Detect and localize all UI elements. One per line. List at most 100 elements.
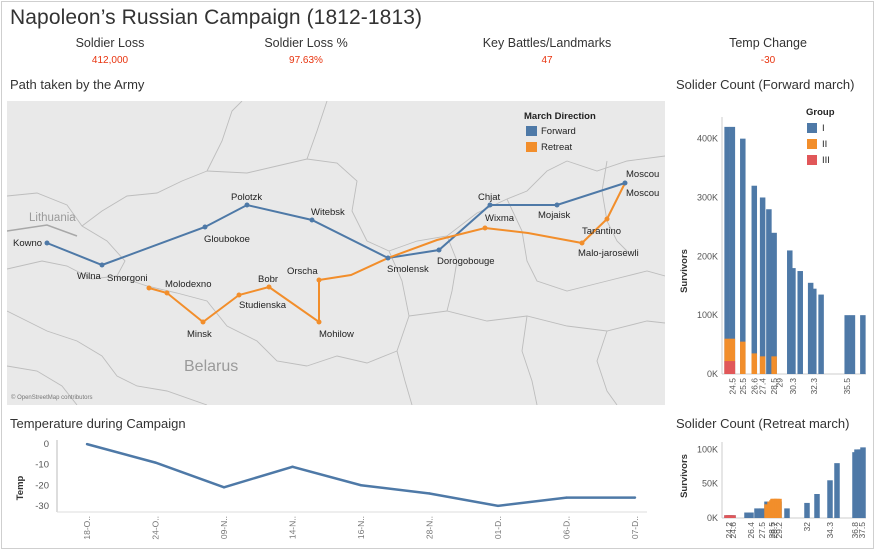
legend-label: I — [822, 123, 825, 134]
city-label: Malo-jarosewli — [578, 248, 639, 259]
city-label: Wixma — [485, 213, 515, 224]
kpi-value: 97.63% — [289, 55, 323, 66]
city-label: Dorogobouge — [437, 256, 495, 267]
retreat-axis-label: Survivors — [679, 454, 690, 498]
city-label: Wilna — [77, 271, 101, 282]
bar-group-iii — [729, 361, 736, 374]
bar-group-ii — [751, 353, 758, 374]
x-tick-label: 34.3 — [825, 522, 835, 539]
city-label: Orscha — [287, 266, 318, 277]
x-tick-label: 27.4 — [758, 378, 768, 395]
bar-group-ii — [729, 338, 736, 374]
city-label: Moscou — [626, 169, 659, 180]
y-tick-label: -10 — [35, 460, 49, 471]
bar-group-ii — [724, 338, 730, 374]
y-tick-label: 300K — [697, 192, 718, 202]
city-label: Tarantino — [582, 226, 621, 237]
kpi-temp-change[interactable]: Temp Change -30 — [688, 36, 848, 66]
group-legend[interactable]: Group I II III — [806, 107, 835, 166]
march-direction-legend[interactable]: March Direction Forward Retreat — [524, 111, 596, 153]
x-tick-label: 24.2 — [724, 522, 734, 539]
dashboard-title: Napoleon’s Russian Campaign (1812-1813) — [10, 6, 423, 29]
y-tick-label: 50K — [702, 479, 718, 489]
temp-axis-label: Temp — [15, 475, 26, 500]
bar-group-ii — [759, 356, 766, 374]
bar-group-ii — [740, 341, 746, 374]
x-tick-label: 24-O.. — [151, 516, 161, 540]
bar-group-ii — [764, 504, 770, 518]
temperature-chart[interactable]: Temp 0 -10 -20 -30 18-O.. 24-O.. 09-N.. 14-N.. 1… — [7, 436, 667, 544]
kpi-label: Soldier Loss — [75, 36, 145, 50]
map-attribution: © OpenStreetMap contributors — [11, 394, 92, 401]
x-tick-label: 29 — [774, 378, 784, 388]
bar-group-ii — [771, 356, 777, 374]
map-region-label: Belarus — [184, 358, 238, 375]
bar-group-ii — [771, 498, 777, 518]
x-tick-label: 18-O.. — [82, 516, 92, 540]
temperature-point — [633, 496, 637, 499]
city-label: Molodexno — [165, 279, 211, 290]
x-tick-label: 26.6 — [749, 378, 759, 395]
y-tick-label: -20 — [35, 480, 49, 491]
y-tick-label: 0K — [707, 513, 718, 523]
retreat-route-line[interactable] — [148, 182, 626, 324]
bar-group-i — [849, 315, 856, 374]
x-tick-label: 26.4 — [746, 522, 756, 539]
kpi-label: Soldier Loss % — [264, 36, 348, 50]
retreat-march-chart[interactable]: Survivors 0K 50K 100K 24.224.6 26.4 27.5 28.52… — [676, 436, 870, 546]
forward-axis-label: Survivors — [679, 249, 690, 293]
bar-group-i — [860, 315, 866, 374]
legend-swatch-group-i — [807, 123, 817, 133]
bar-group-i — [771, 232, 777, 374]
y-tick-label: 100K — [697, 310, 718, 320]
legend-title: March Direction — [524, 111, 596, 122]
city-label: Moscou — [626, 188, 659, 199]
bar-group-i — [811, 288, 817, 374]
temperature-point — [496, 504, 500, 508]
forward-chart-title: Solider Count (Forward march) — [676, 77, 855, 92]
x-tick-label: 30.3 — [788, 378, 798, 395]
x-tick-label: 32.3 — [809, 378, 819, 395]
temp-chart-title: Temperature during Campaign — [10, 416, 186, 431]
city-label: Gloubokoe — [204, 234, 250, 245]
x-tick-label: 29.2 — [774, 522, 784, 539]
legend-title: Group — [806, 107, 835, 118]
y-tick-label: 400K — [697, 134, 718, 144]
city-label: Minsk — [187, 329, 212, 340]
x-tick-label: 28.5 — [769, 378, 779, 395]
bar-group-i — [759, 508, 765, 518]
bar-group-i — [751, 185, 758, 374]
x-tick-label: 06-D.. — [562, 516, 572, 539]
x-tick-label: 07-D.. — [630, 516, 640, 539]
bar-group-ii — [776, 498, 782, 518]
kpi-key-battles[interactable]: Key Battles/Landmarks 47 — [467, 36, 627, 66]
city-label: Chjat — [478, 192, 501, 203]
bar-group-i — [860, 447, 866, 518]
forward-route-line[interactable] — [46, 182, 626, 267]
temperature-point — [154, 461, 157, 464]
bar-group-iii — [730, 515, 736, 518]
forward-march-chart[interactable]: Survivors Group I II III 0K 100K 200K 300K 4… — [676, 101, 870, 407]
temperature-point — [359, 484, 363, 487]
x-tick-label: 09-N.. — [219, 516, 229, 539]
map-background — [7, 101, 665, 405]
bar-group-i — [754, 508, 760, 518]
bar-group-iii — [724, 361, 730, 374]
x-tick-label: 28-N.. — [425, 516, 435, 539]
kpi-soldier-loss[interactable]: Soldier Loss 412,000 — [30, 36, 190, 66]
bar-group-i — [854, 449, 860, 518]
bar-group-i — [814, 494, 820, 518]
x-tick-label: 01-D.. — [493, 516, 503, 539]
y-tick-label: 100K — [697, 444, 718, 454]
map-borders — [7, 101, 665, 405]
temperature-point — [428, 492, 431, 495]
x-tick-label: 16-N.. — [356, 516, 366, 539]
retreat-chart-title: Solider Count (Retreat march) — [676, 416, 850, 431]
route-map[interactable]: Lithuania Belarus © OpenStreetMap contri… — [7, 101, 665, 405]
x-tick-label: 24.6 — [728, 522, 738, 539]
city-label: Mojaisk — [538, 210, 570, 221]
city-label: Mohilow — [319, 329, 354, 340]
legend-swatch-retreat — [526, 142, 537, 152]
kpi-soldier-loss-pct[interactable]: Soldier Loss % 97.63% — [226, 36, 386, 66]
